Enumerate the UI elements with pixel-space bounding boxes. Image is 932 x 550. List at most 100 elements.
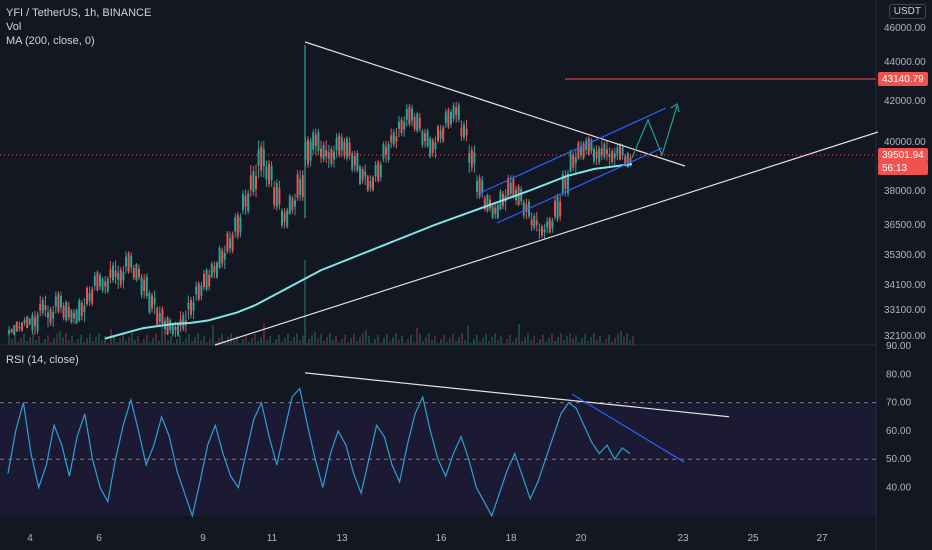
volume-bar [482, 338, 484, 345]
candle-body [130, 256, 133, 268]
candle-body [148, 293, 151, 313]
candle-body [335, 137, 338, 150]
candle-body [520, 189, 523, 201]
candle-body [611, 150, 614, 163]
volume-bar [533, 336, 535, 345]
volume-bar [143, 339, 145, 345]
volume-bar [320, 334, 322, 345]
candle-body [101, 279, 104, 291]
rsi-tick: 90.00 [886, 341, 911, 352]
ma-label[interactable]: MA (200, close, 0) [6, 35, 95, 47]
volume-bar [431, 340, 433, 345]
volume-bar [428, 333, 430, 345]
volume-bar [566, 336, 568, 345]
volume-bar [494, 333, 496, 345]
candle-body [543, 228, 546, 232]
volume-bar [455, 341, 457, 345]
volume-bar [365, 330, 367, 345]
candle-body [288, 196, 291, 214]
volume-bar [179, 335, 181, 345]
volume-bar [416, 328, 418, 345]
candle-body [244, 196, 247, 207]
volume-bar [17, 342, 19, 345]
volume-bar [95, 337, 97, 345]
volume-bar [548, 338, 550, 345]
candle-body [494, 207, 497, 214]
candle-body [400, 119, 403, 133]
volume-bar [137, 336, 139, 345]
candle-body [551, 220, 554, 229]
volume-bar [221, 334, 223, 345]
candle-body [512, 178, 515, 196]
volume-bar [218, 338, 220, 345]
candle-body [574, 157, 577, 164]
currency-badge[interactable]: USDT [888, 4, 926, 19]
volume-bar [632, 336, 634, 345]
candle-body [476, 180, 478, 192]
volume-bar [434, 336, 436, 345]
candle-body [320, 148, 322, 157]
candle-body [580, 147, 582, 156]
candle-body [434, 142, 437, 149]
candle-body [13, 325, 16, 336]
candle-body [171, 324, 174, 335]
symbol-title[interactable]: YFI / TetherUS, 1h, BINANCE [6, 7, 152, 19]
candle-body [83, 305, 86, 313]
volume-bar [26, 341, 28, 345]
volume-bar [353, 334, 355, 345]
candle-body [226, 233, 229, 252]
candle-body [161, 309, 164, 325]
volume-bar [578, 342, 580, 345]
volume-bar [599, 336, 601, 345]
candle-body [585, 140, 588, 150]
candle-body [483, 198, 486, 210]
resistance-tag: 43140.79 [882, 74, 924, 85]
candle-body [223, 252, 226, 260]
candle-body [522, 202, 525, 216]
volume-bar [542, 335, 544, 345]
candle-body [117, 272, 120, 280]
volume-bar [245, 335, 247, 345]
candle-body [507, 177, 510, 197]
rsi-label[interactable]: RSI (14, close) [6, 354, 79, 366]
volume-bar [311, 335, 313, 345]
candle-body [530, 219, 533, 226]
candle-body [301, 175, 304, 198]
candle-body [359, 166, 361, 185]
volume-bar [611, 342, 613, 345]
candle-body [182, 315, 185, 329]
volume-bar [32, 333, 34, 345]
volume-bar [338, 343, 340, 345]
volume-bar [116, 342, 118, 345]
volume-bar [59, 331, 61, 345]
candle-body [195, 286, 198, 295]
volume-bar [131, 333, 133, 345]
volume-label[interactable]: Vol [6, 21, 22, 33]
channel-lower [496, 147, 663, 224]
volume-bar [350, 338, 352, 345]
price-tick: 46000.00 [884, 23, 926, 34]
candle-body [473, 152, 476, 164]
volume-bar [125, 341, 127, 345]
candle-body [234, 217, 237, 232]
volume-bar [293, 337, 295, 345]
candle-body [437, 126, 439, 142]
volume-bar [488, 341, 490, 345]
volume-bar [299, 340, 301, 345]
volume-bar [563, 340, 565, 345]
volume-bar [590, 337, 592, 345]
candle-body [106, 278, 109, 292]
volume-bar [476, 335, 478, 345]
price-tick: 42000.00 [884, 96, 926, 107]
candle-body [151, 295, 153, 309]
volume-bar [281, 342, 283, 345]
volume-bar [398, 340, 400, 345]
candle-body [218, 248, 221, 268]
candle-body [564, 176, 567, 190]
time-axis: 4 6 9 11 13 16 18 20 23 25 27 [27, 533, 828, 544]
candle-body [52, 312, 55, 319]
volume-bar [608, 335, 610, 345]
volume-bar [266, 340, 268, 345]
candle-body [525, 204, 528, 212]
